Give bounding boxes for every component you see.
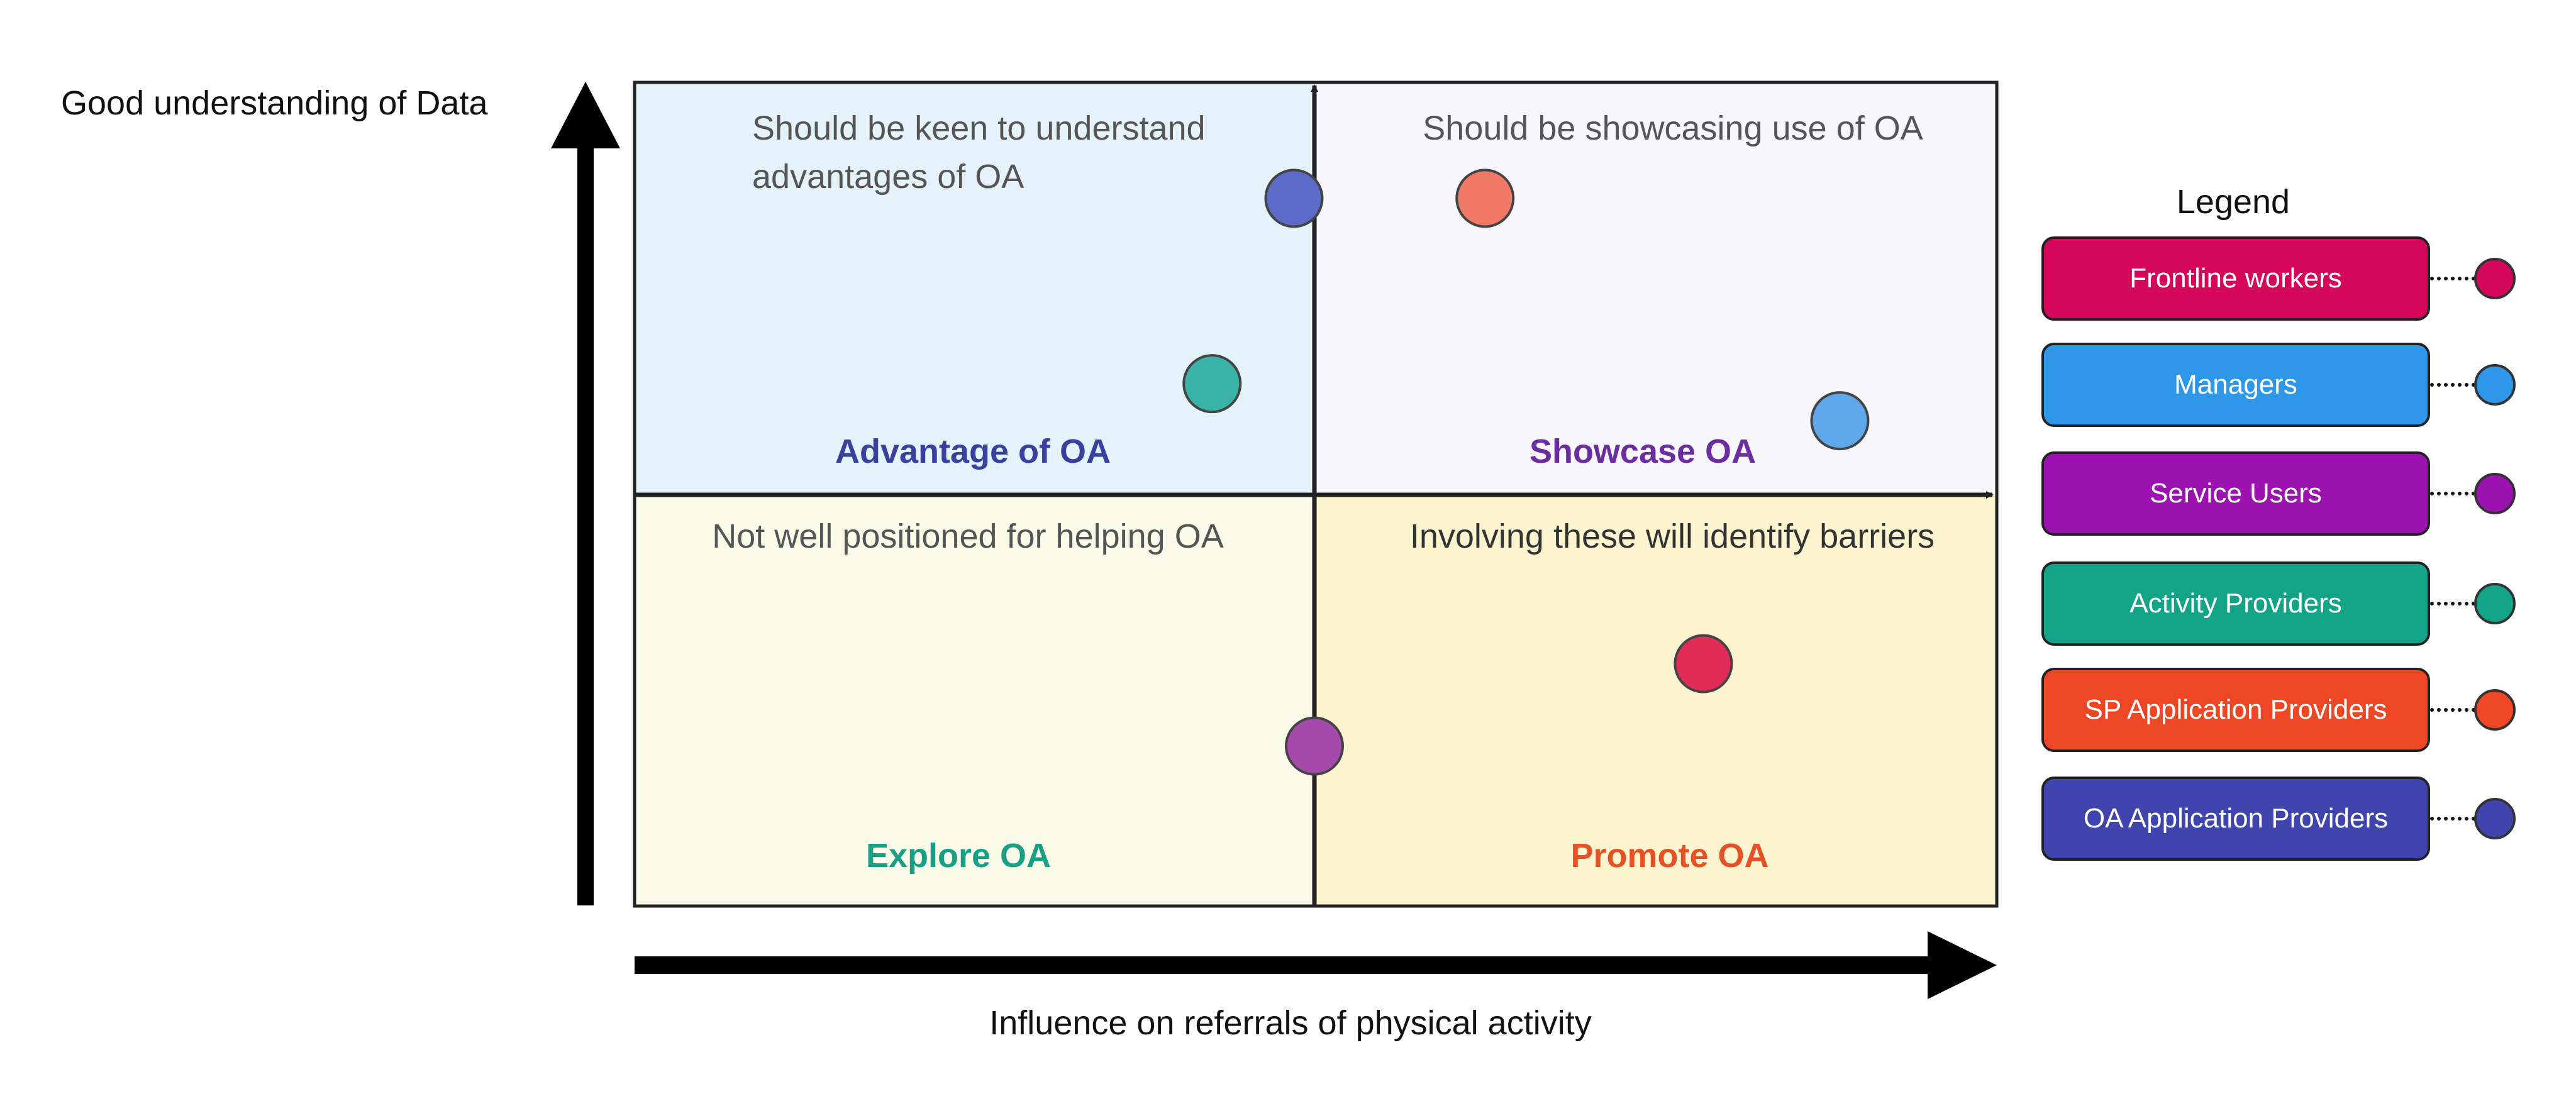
legend-connector-activity-providers bbox=[2430, 602, 2475, 606]
legend-connector-service-users bbox=[2430, 492, 2475, 495]
stakeholder-point-sp-application-providers bbox=[1455, 169, 1515, 228]
quadrant-top-right-title: Showcase OA bbox=[1530, 433, 1756, 470]
x-axis-arrowhead bbox=[1928, 931, 1997, 999]
legend-swatch-service-users bbox=[2474, 473, 2516, 514]
quadrant-top-left-note-line2: advantages of OA bbox=[752, 158, 1024, 196]
quadrant-bottom-left-note: Not well positioned for helping OA bbox=[712, 517, 1223, 555]
x-axis-label: Influence on referrals of physical activ… bbox=[989, 1004, 1591, 1042]
stakeholder-point-frontline-workers bbox=[1674, 634, 1733, 694]
legend-swatch-oa-application-providers bbox=[2474, 798, 2516, 839]
stakeholder-point-activity-providers bbox=[1182, 354, 1242, 414]
stakeholder-point-service-users bbox=[1285, 716, 1344, 776]
quadrant-bottom-right-title: Promote OA bbox=[1570, 837, 1768, 875]
quadrant-top-left-note-line1: Should be keen to understand bbox=[752, 109, 1206, 147]
legend-item-activity-providers: Activity Providers bbox=[2041, 561, 2430, 646]
legend-swatch-activity-providers bbox=[2474, 583, 2516, 624]
legend-connector-sp-application-providers bbox=[2430, 708, 2475, 712]
y-axis-arrow-shaft bbox=[577, 126, 594, 905]
quadrant-top-right bbox=[1314, 82, 1997, 495]
legend-swatch-sp-application-providers bbox=[2474, 689, 2516, 731]
quadrant-bottom-right-note: Involving these will identify barriers bbox=[1410, 517, 1935, 555]
legend-item-frontline-workers: Frontline workers bbox=[2041, 236, 2430, 321]
legend-title: Legend bbox=[2177, 183, 2290, 221]
stakeholder-points bbox=[1182, 169, 1870, 776]
stakeholder-point-managers bbox=[1810, 391, 1870, 451]
legend-item-oa-application-providers: OA Application Providers bbox=[2041, 777, 2430, 861]
quadrant-top-left-title: Advantage of OA bbox=[835, 433, 1111, 470]
quadrant-top-right-note: Should be showcasing use of OA bbox=[1423, 109, 1923, 147]
legend-connector-managers bbox=[2430, 383, 2475, 387]
quadrant-bottom-left-title: Explore OA bbox=[866, 837, 1051, 875]
quadrant-bottom-left bbox=[635, 495, 1314, 906]
legend-connector-frontline-workers bbox=[2430, 277, 2475, 280]
legend-item-service-users: Service Users bbox=[2041, 451, 2430, 536]
legend-item-sp-application-providers: SP Application Providers bbox=[2041, 668, 2430, 752]
quadrant-bottom-right bbox=[1314, 495, 1997, 906]
legend-swatch-managers bbox=[2474, 364, 2516, 406]
x-axis-arrow-shaft bbox=[635, 956, 1936, 974]
legend-item-managers: Managers bbox=[2041, 343, 2430, 427]
stakeholder-point-oa-application-providers bbox=[1264, 169, 1324, 228]
legend-connector-oa-application-providers bbox=[2430, 817, 2475, 821]
y-axis-label: Good understanding of Data bbox=[61, 84, 488, 122]
y-axis-arrowhead bbox=[551, 82, 620, 148]
legend-swatch-frontline-workers bbox=[2474, 258, 2516, 299]
quadrant-top-left bbox=[635, 82, 1314, 495]
